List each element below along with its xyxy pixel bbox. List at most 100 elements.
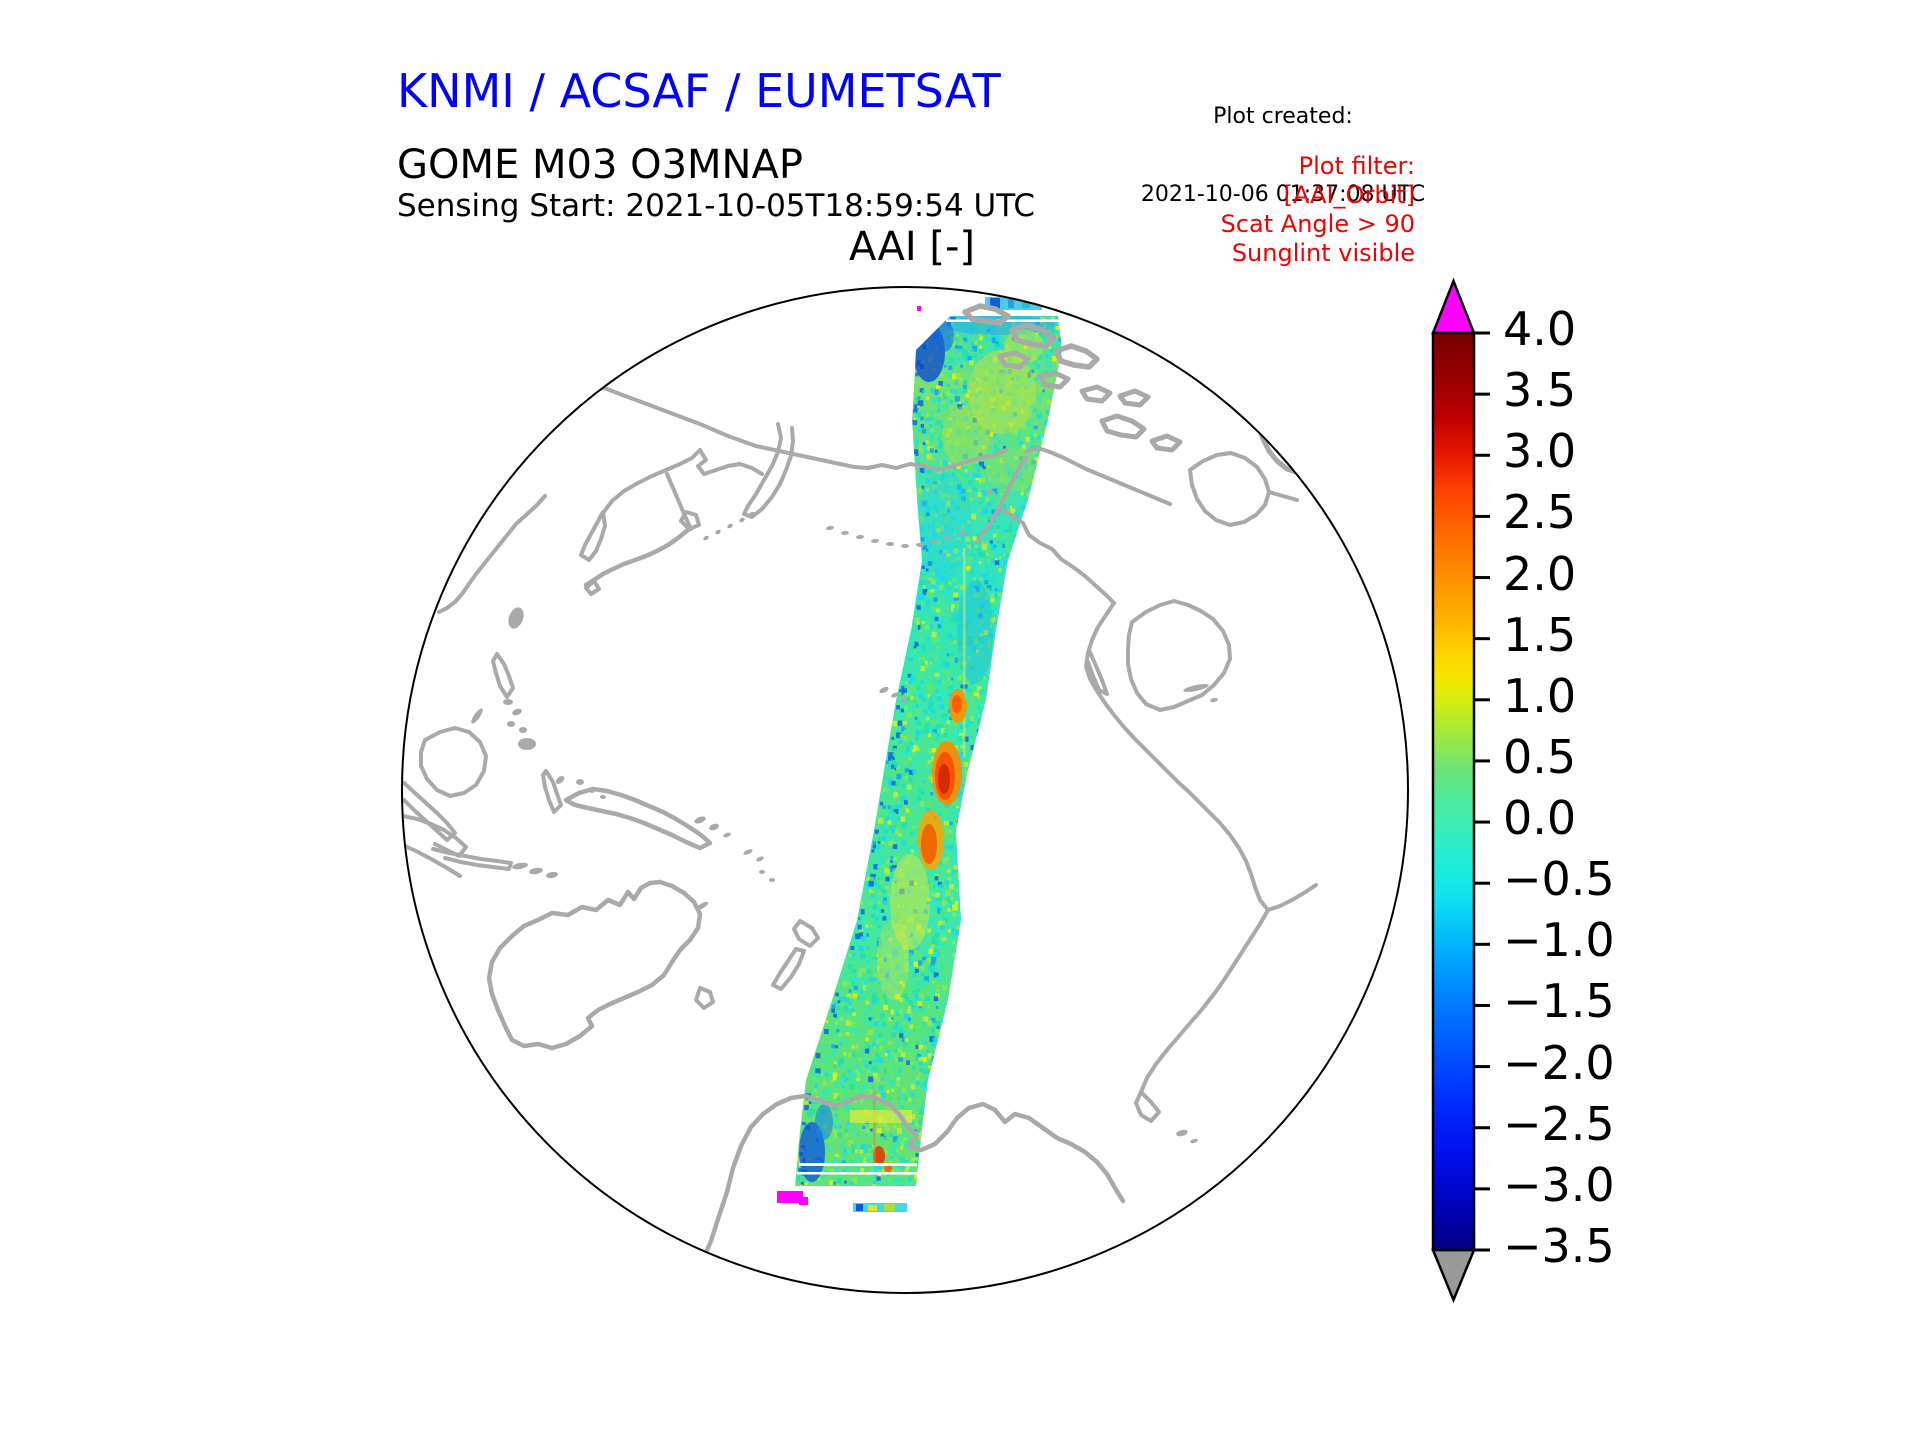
coastline-south-america-north-coast (1266, 883, 1318, 912)
plot-filter-block: Plot filter: [AAI_Orbit] Scat Angle > 90 Su… (1113, 152, 1415, 268)
swath-feature (916, 470, 972, 580)
coastlines (403, 303, 1348, 1269)
colorbar-tick (1474, 1065, 1490, 1069)
colorbar-tick-label: 3.5 (1503, 363, 1577, 418)
plot-filter-line: [AAI_Orbit] (1283, 181, 1415, 209)
colorbar-tick (1474, 576, 1490, 580)
coastline-sumatra (403, 781, 457, 842)
coastline-new-guinea (563, 786, 713, 851)
island (507, 721, 515, 727)
island (471, 708, 483, 724)
coastline-china-coast (437, 494, 547, 614)
colorbar-tick (1474, 698, 1490, 702)
island (930, 539, 938, 545)
globe-outline (401, 286, 1409, 1294)
swath-feature (1008, 299, 1014, 308)
coastline-hudson-bay (1188, 451, 1271, 527)
island (703, 535, 709, 541)
coastline-arctic-island-6 (1079, 384, 1113, 404)
coastline-gulf-of-mexico-caribbean (1126, 599, 1232, 712)
coastline-alaska-west-coast (975, 456, 1028, 544)
colorbar-tick-label: 2.0 (1503, 546, 1577, 601)
island (739, 517, 745, 523)
colorbar-tick (1474, 1187, 1490, 1191)
island (694, 816, 706, 824)
coastline-new-zealand-south (771, 947, 806, 991)
colorbar-tick (1474, 820, 1490, 824)
coastline-australia (486, 879, 703, 1051)
sensing-start: Sensing Start: 2021-10-05T18:59:54 UTC (397, 188, 1035, 224)
island (901, 544, 909, 548)
colorbar-tick (1474, 392, 1490, 396)
colorbar-tick (1474, 1126, 1490, 1130)
swath-feature (957, 580, 993, 684)
island (555, 776, 565, 784)
island (589, 787, 595, 793)
map-title: AAI [-] (849, 224, 975, 270)
swath-feature (1022, 298, 1030, 308)
coastline-victoria-island (1099, 413, 1147, 440)
colorbar-tick (1474, 881, 1490, 885)
island (723, 832, 731, 838)
product-title: GOME M03 O3MNAP (397, 142, 803, 188)
swath-feature (856, 1204, 863, 1211)
swath-feature (952, 695, 962, 713)
coastline-tierra-del-fuego (1134, 1090, 1161, 1123)
island (944, 535, 952, 541)
colorbar-tick (1474, 942, 1490, 946)
island (756, 856, 764, 862)
colorbar-tick-label: 1.0 (1503, 668, 1577, 723)
colorbar-tick-label: −2.0 (1503, 1035, 1615, 1090)
island (891, 692, 899, 698)
coastline-okhotsk-coast (696, 448, 764, 476)
island (886, 541, 894, 547)
colorbar-tick-label: −3.5 (1503, 1219, 1615, 1273)
island (695, 901, 709, 911)
coastline-japan-kyushu (584, 579, 601, 596)
swath-feature (873, 1090, 876, 1165)
coastline-north-america-arctic-coast (1024, 446, 1172, 506)
island (900, 697, 908, 703)
colorbar-tick-label: −0.5 (1503, 852, 1615, 907)
coastline-baja-california (1086, 650, 1109, 696)
colorbar-tick (1474, 1003, 1490, 1007)
island (715, 529, 721, 535)
coastline-malay-coast (403, 843, 462, 878)
colorbar-tick-label: −1.5 (1503, 974, 1615, 1029)
coastline-south-america-west-coast (1139, 908, 1270, 1094)
swath-feature (797, 1172, 917, 1175)
colorbar-tick-label: −3.0 (1503, 1157, 1615, 1212)
island (986, 490, 994, 494)
colorbar-tick-label: 0.0 (1503, 791, 1577, 846)
swath-feature (777, 1191, 803, 1203)
swath-feature (963, 548, 966, 758)
colorbar-tick-label: 4.0 (1503, 302, 1577, 356)
coastline-hudson-east-coast (1267, 490, 1299, 502)
island (512, 708, 522, 716)
colorbar-over-arrow (1431, 277, 1476, 335)
colorbar-tick-label: 0.5 (1503, 729, 1577, 784)
island (727, 523, 733, 529)
colorbar-tick (1474, 759, 1490, 763)
coastline-japan-hokkaido (679, 510, 701, 531)
swath-feature (942, 406, 990, 466)
coastline-arctic-island-5 (1037, 370, 1071, 390)
coastline-kamchatka (742, 422, 795, 519)
island (512, 862, 528, 870)
coastline-arctic-island-1 (962, 303, 1011, 326)
coastline-primorye-coast (601, 448, 702, 515)
swath-feature (968, 350, 1036, 434)
colorbar-tick-label: 1.5 (1503, 607, 1577, 662)
swath-feature (934, 320, 954, 352)
island (759, 870, 765, 874)
island (503, 699, 513, 705)
coastline-arctic-island-2 (1009, 322, 1057, 349)
island (856, 534, 864, 540)
island (871, 538, 879, 544)
swath-feature (917, 306, 921, 311)
swath-feature (877, 920, 909, 1000)
swath-feature (873, 1146, 885, 1166)
island (546, 871, 558, 879)
